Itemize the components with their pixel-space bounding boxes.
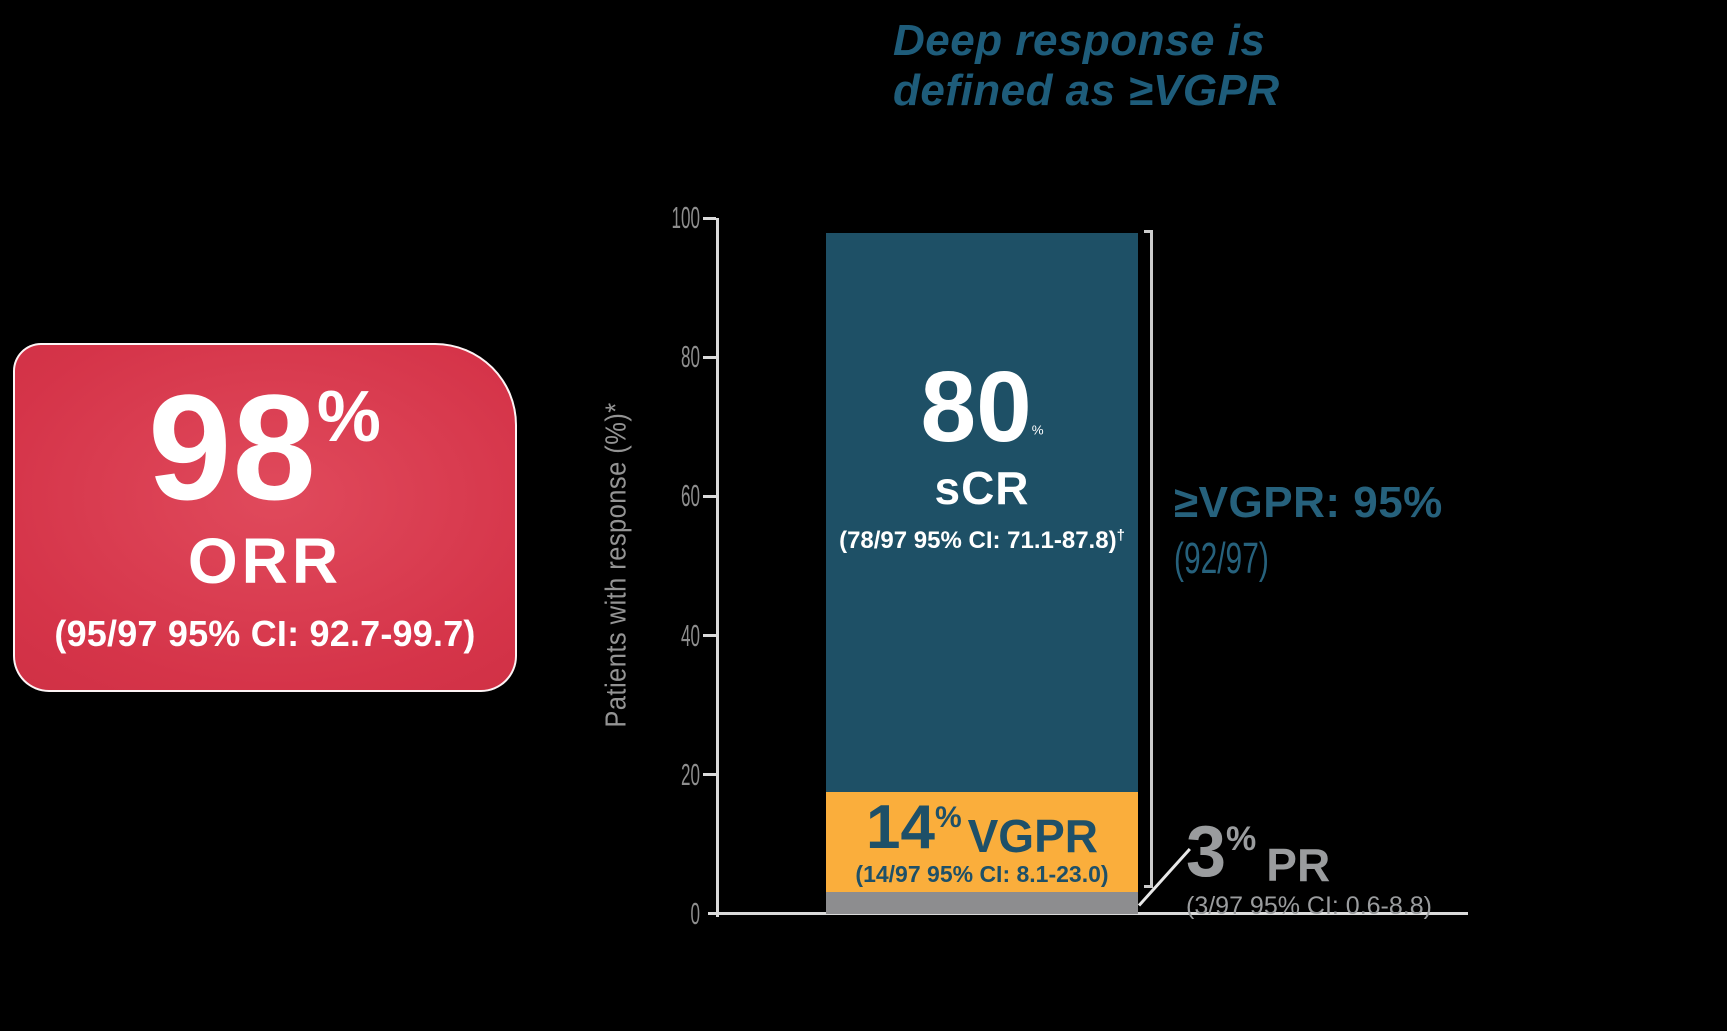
bar-segment-pr — [826, 892, 1138, 914]
y-tick-label: 100 — [671, 200, 700, 235]
scr-segment-text: 80% sCR (78/97 95% CI: 71.1-87.8)† — [839, 357, 1125, 555]
y-axis-line — [716, 218, 719, 917]
vgpr-percent-sign: % — [934, 800, 962, 834]
pr-annotation: 3% PR (3/97 95% CI: 0.6-8.8) — [1186, 816, 1432, 921]
pr-percent-sign: % — [1226, 820, 1257, 858]
vgpr-percent: 14% VGPR — [865, 792, 1098, 862]
chart-title-line1: Deep response is — [893, 16, 1266, 65]
y-tick-label: 60 — [681, 478, 700, 514]
scr-confidence-interval: (78/97 95% CI: 71.1-87.8)† — [839, 527, 1125, 555]
pr-label: PR — [1266, 839, 1331, 891]
chart-title-line2: defined as ≥VGPR — [893, 66, 1280, 115]
y-tick-label: 40 — [681, 617, 700, 653]
orr-value-number: 98 — [148, 363, 317, 531]
orr-percent-sign: % — [316, 377, 382, 457]
y-tick-label: 0 — [690, 896, 700, 931]
scr-percent-number: 80 — [920, 351, 1032, 464]
orr-confidence-interval: (95/97 95% CI: 92.7-99.7) — [54, 613, 476, 655]
vgpr-segment-text: 14% VGPR (14/97 95% CI: 8.1-23.0) — [855, 792, 1109, 888]
y-tick-mark — [703, 634, 716, 638]
pr-percent-number: 3 — [1186, 812, 1227, 892]
vgpr-total-annotation: ≥VGPR: 95% (92/97) — [1174, 478, 1443, 584]
orr-label: ORR — [187, 525, 343, 597]
scr-label: sCR — [934, 462, 1030, 515]
vgpr-confidence-interval: (14/97 95% CI: 8.1-23.0) — [855, 860, 1109, 887]
stacked-bar: 80% sCR (78/97 95% CI: 71.1-87.8)† 14% VG… — [826, 218, 1138, 914]
bar-segment-vgpr: 14% VGPR (14/97 95% CI: 8.1-23.0) — [826, 792, 1138, 893]
pr-confidence-interval: (3/97 95% CI: 0.6-8.8) — [1186, 892, 1432, 920]
scr-percent: 80% — [920, 357, 1043, 457]
orr-value: 98% — [148, 371, 382, 524]
pr-percent: 3% PR — [1186, 816, 1432, 888]
y-axis-ticks: 100 80 60 40 20 0 — [0, 202, 720, 930]
vgpr-bracket — [1144, 230, 1153, 888]
vgpr-percent-number: 14 — [865, 792, 935, 862]
scr-dagger-footnote: † — [1116, 527, 1125, 545]
scr-percent-sign: % — [1031, 423, 1044, 439]
vgpr-label: VGPR — [967, 809, 1098, 862]
y-tick-mark — [703, 773, 716, 777]
y-tick-mark — [703, 216, 716, 220]
orr-callout-card: 98% ORR (95/97 95% CI: 92.7-99.7) — [13, 343, 517, 692]
bar-segment-scr: 80% sCR (78/97 95% CI: 71.1-87.8)† — [826, 232, 1138, 793]
y-tick-label: 20 — [681, 756, 700, 792]
scr-ci-text: (78/97 95% CI: 71.1-87.8) — [839, 527, 1117, 555]
y-tick-mark — [703, 494, 716, 498]
chart-title: Deep response is defined as ≥VGPR — [893, 16, 1280, 116]
vgpr-total-label: ≥VGPR: 95% — [1174, 478, 1443, 527]
vgpr-total-fraction: (92/97) — [1174, 534, 1269, 583]
y-tick-label: 80 — [681, 339, 700, 375]
y-tick-mark — [703, 355, 716, 359]
